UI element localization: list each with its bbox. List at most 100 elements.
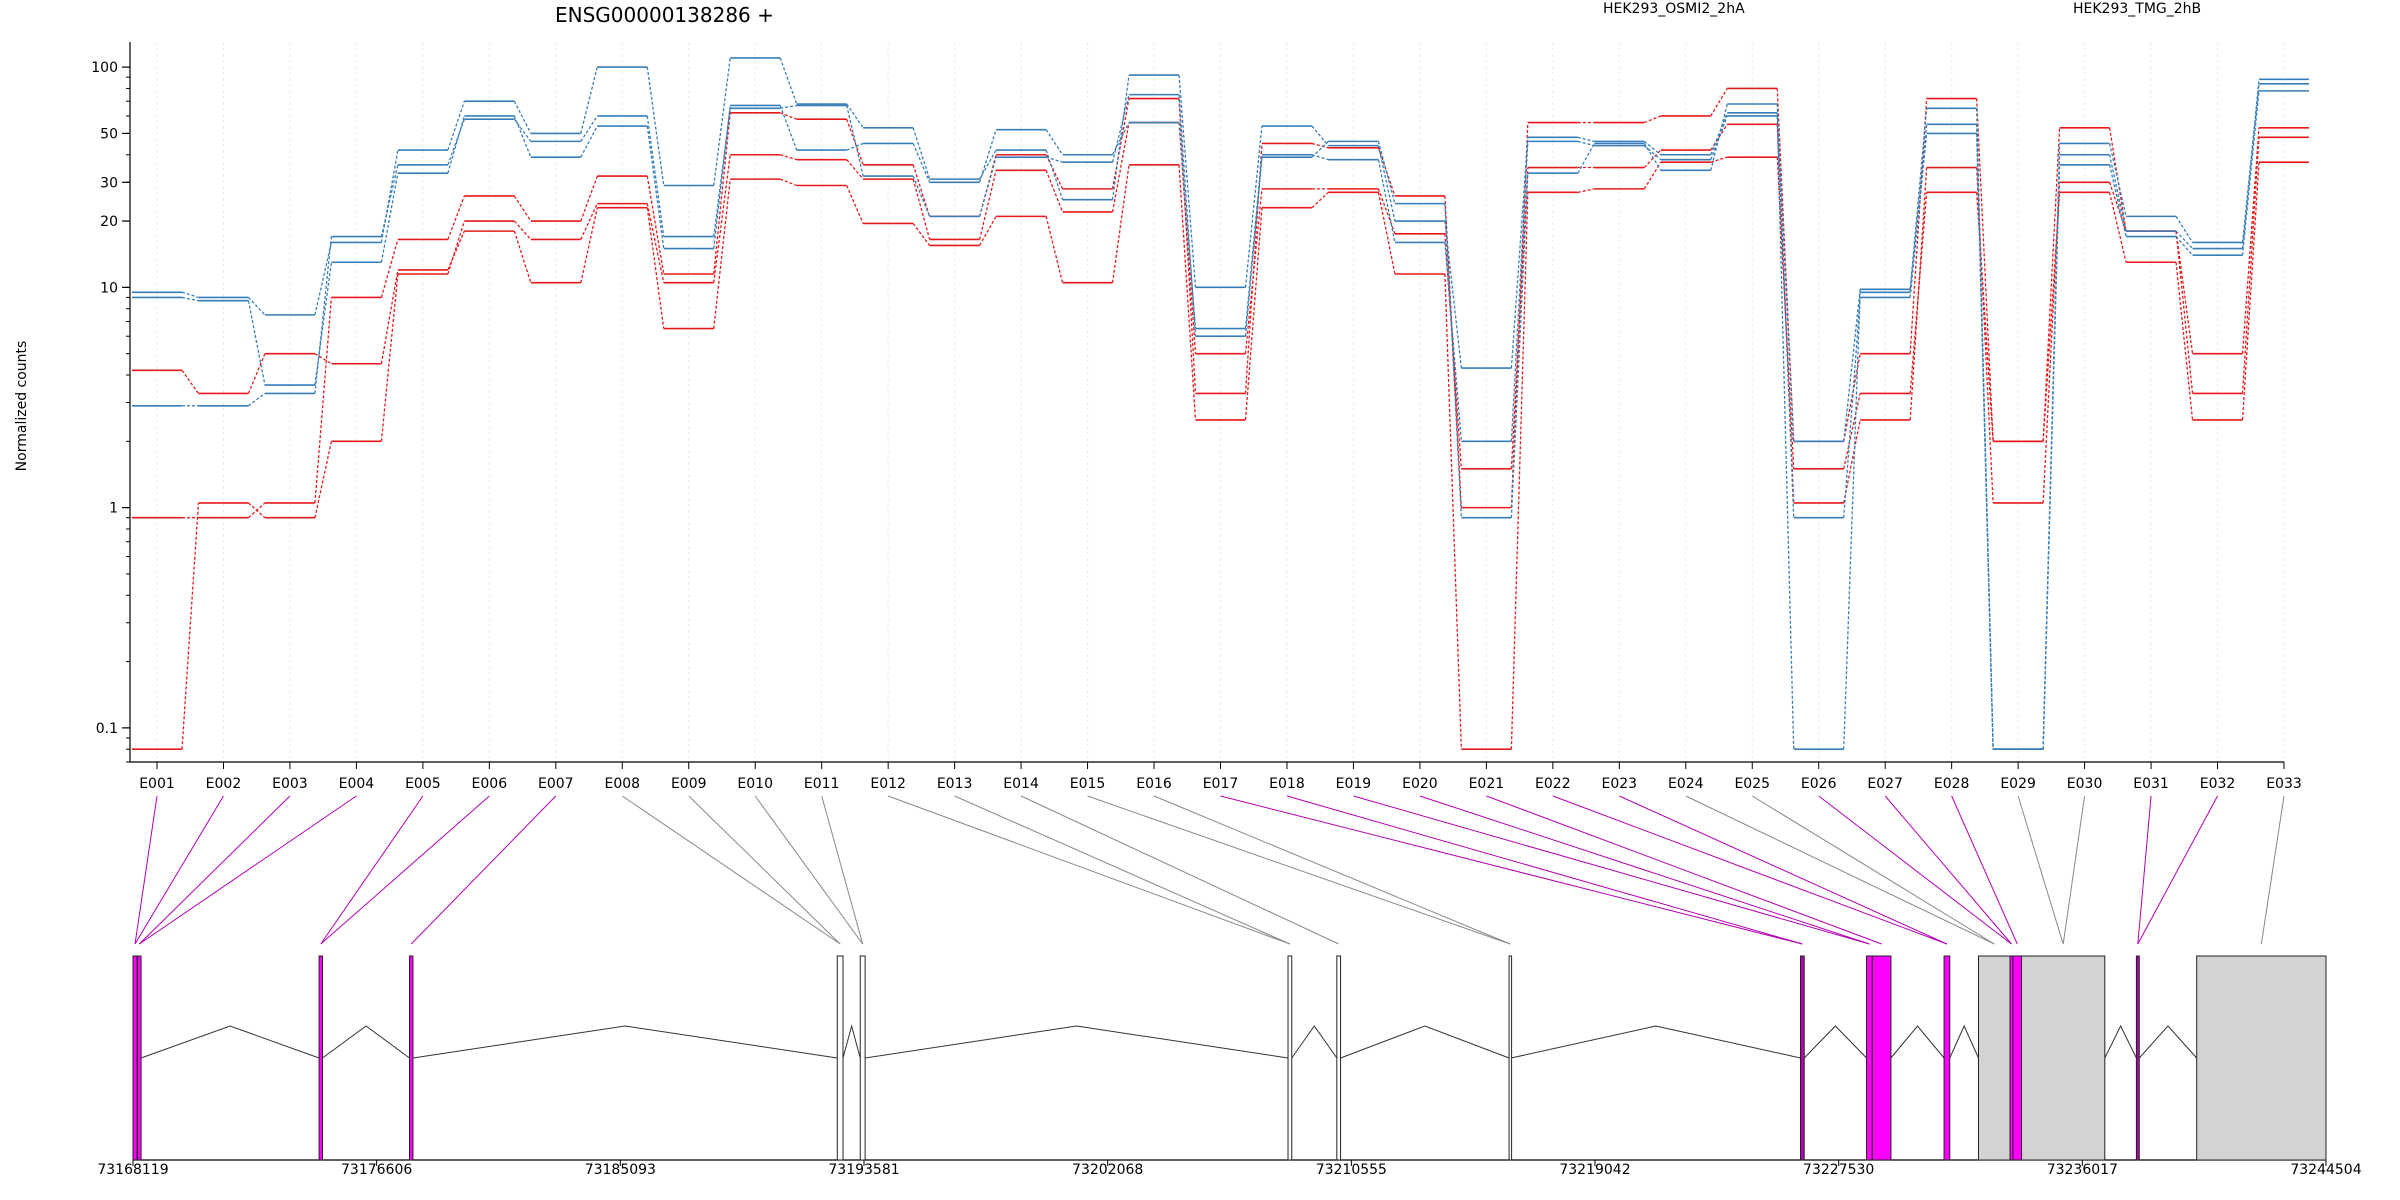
data-connector [912,143,931,183]
intron-line [1291,1025,1338,1059]
x-tick-label: E026 [1801,776,1837,792]
exon-connector [2260,795,2285,945]
exon-block [1943,955,1951,1161]
data-connector [380,269,399,364]
data-connector [2108,192,2127,263]
x-tick-label: E029 [2000,776,2036,792]
data-connector [1111,94,1130,163]
exon-connector [2137,795,2152,945]
data-connector [1111,122,1130,213]
exon-block [132,955,138,1161]
exon-connector [754,795,864,945]
data-connector [1178,75,1197,288]
data-connector [1710,156,1728,163]
y-tick-label: 20 [100,214,118,230]
data-connector [380,239,399,298]
data-connector [1178,122,1197,354]
data-connector [646,67,665,186]
data-connector [979,129,997,183]
data-connector [1643,140,1662,156]
data-connector [846,118,864,166]
intron-line [412,1025,838,1059]
data-connector [1311,125,1329,147]
data-connector [2042,154,2061,750]
x-tick-label: E011 [804,776,840,792]
coordinate-label: 73176606 [341,1162,412,1178]
intron-line [865,1025,1289,1059]
x-tick-label: E010 [737,776,773,792]
exon-block [859,955,866,1161]
x-tick-label: E013 [937,776,973,792]
x-tick-label: E014 [1003,776,1039,792]
data-connector [2175,230,2194,250]
data-connector [247,300,266,386]
data-series [132,78,2309,751]
data-connector [780,104,797,109]
data-connector [912,164,931,217]
data-connector [1776,103,1795,518]
x-tick-label: E015 [1070,776,1106,792]
x-tick-label: E018 [1269,776,1305,792]
exon-block [2135,955,2140,1161]
data-connector [2175,231,2194,394]
data-connector [646,125,665,249]
exon-block [1799,955,1805,1161]
data-connector [380,173,399,263]
x-tick-label: E025 [1734,776,1770,792]
data-connector [1976,98,1994,442]
intron-line [1949,1024,1979,1059]
data-connector [1244,154,1263,329]
data-connector [2042,182,2061,503]
plot-area: 0.1 1 10 20 30 50 100 E001 E002 E003 E004 E005 E006 E… [91,42,2309,792]
y-axis-label: Normalized counts [14,341,30,472]
data-connector [1045,129,1064,156]
data-connector [1976,133,1994,750]
x-tick-label: E033 [2266,776,2302,792]
data-connector [1843,292,1861,750]
x-tick-label: E028 [1934,776,1970,792]
intron-line [1510,1025,1801,1059]
data-connector [1909,124,1928,293]
exon-connector [1486,795,1882,945]
data-connector [713,57,731,186]
x-tick-label: E008 [604,776,640,792]
y-tick-label: 1 [109,501,118,517]
coordinate-label: 73168119 [97,1162,168,1178]
data-connector [1577,143,1595,174]
data-connector [1510,173,1529,518]
intron-line [2138,1025,2198,1059]
intron-line [1340,1025,1510,1059]
exon-block [1866,955,1873,1161]
exon-connector [134,795,158,945]
data-connector [580,175,598,222]
exon-connector [320,795,424,945]
data-connector [1510,192,1529,750]
data-connector [1577,136,1595,143]
data-connector [1444,203,1463,518]
data-connector [912,178,931,240]
data-connector [1909,98,1928,354]
data-connector [1710,103,1728,171]
data-connector [846,185,864,224]
data-connector [1244,143,1263,394]
x-tick-label: E007 [538,776,574,792]
data-connector [2175,262,2194,421]
exon-block [836,955,844,1161]
x-tick-label: E032 [2200,776,2236,792]
data-connector [2241,137,2260,394]
exon-block [2012,955,2023,1161]
data-connector [1377,159,1396,243]
data-connector [2175,236,2194,256]
intron-line [1803,1025,1867,1059]
data-connector [1377,192,1396,275]
exon-connector [1020,795,1339,945]
legend-entry-osmi2: HEK293_OSMI2_2hA [1603,1,1745,17]
y-tick-label: 100 [91,60,118,76]
data-connector [779,105,798,151]
data-connector [912,175,931,217]
data-connector [513,230,532,283]
data-connector [2241,162,2260,421]
exon-block [2021,955,2106,1161]
data-connector [247,296,266,316]
data-connector [978,170,997,240]
